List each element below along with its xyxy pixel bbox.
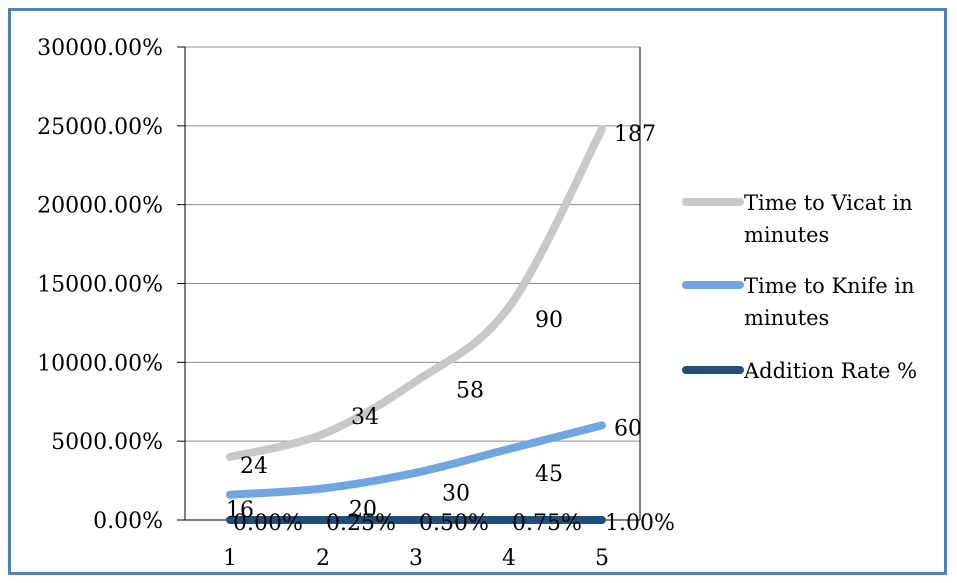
y-tick-label: 15000.00% xyxy=(37,273,163,298)
data-label: 60 xyxy=(614,416,642,441)
data-label: 0.50% xyxy=(419,511,489,536)
data-label: 24 xyxy=(240,454,268,479)
data-label: 30 xyxy=(442,482,470,507)
chart-frame xyxy=(8,8,947,575)
data-label: 0.00% xyxy=(233,511,303,536)
y-axis-ticks: 0.00% 5000.00% 10000.00% 15000.00% 20000.00%… xyxy=(37,36,163,534)
x-tick-label: 4 xyxy=(502,546,516,571)
y-tick-label: 0.00% xyxy=(93,509,163,534)
y-tick-label: 5000.00% xyxy=(51,430,163,455)
x-tick-label: 1 xyxy=(223,546,237,571)
legend-label: minutes xyxy=(744,223,829,247)
data-label: 1.00% xyxy=(605,511,675,536)
data-label: 20 xyxy=(349,497,377,522)
data-labels: 24 34 58 90 187 16 20 30 45 60 0.00% 0.25% 0.50% 0.75… xyxy=(226,122,675,536)
data-label: 187 xyxy=(614,122,656,147)
y-tick-label: 25000.00% xyxy=(37,115,163,140)
x-axis-ticks: 1 2 3 4 5 xyxy=(223,546,609,571)
data-label: 90 xyxy=(535,308,563,333)
x-tick-label: 2 xyxy=(316,546,330,571)
data-label: 34 xyxy=(351,405,379,430)
legend-label: Time to Knife in xyxy=(744,274,915,298)
data-label: 45 xyxy=(535,462,563,487)
series-line-1 xyxy=(226,124,606,461)
y-tick-label: 10000.00% xyxy=(37,351,163,376)
legend-label: Time to Vicat in xyxy=(744,191,913,215)
legend-label: Addition Rate % xyxy=(743,359,917,383)
y-tick-label: 30000.00% xyxy=(37,36,163,61)
data-label: 16 xyxy=(226,498,254,523)
legend: Time to Vicat in minutes Time to Knife in m… xyxy=(682,191,917,383)
x-tick-label: 3 xyxy=(409,546,423,571)
gridlines xyxy=(185,46,640,442)
data-label: 58 xyxy=(456,378,484,403)
series-lines xyxy=(226,124,606,524)
y-tick-label: 20000.00% xyxy=(37,194,163,219)
data-label: 0.75% xyxy=(512,511,582,536)
series-line-2 xyxy=(226,421,606,499)
legend-label: minutes xyxy=(744,306,829,330)
data-label: 0.25% xyxy=(326,511,396,536)
x-tick-label: 5 xyxy=(595,546,609,571)
